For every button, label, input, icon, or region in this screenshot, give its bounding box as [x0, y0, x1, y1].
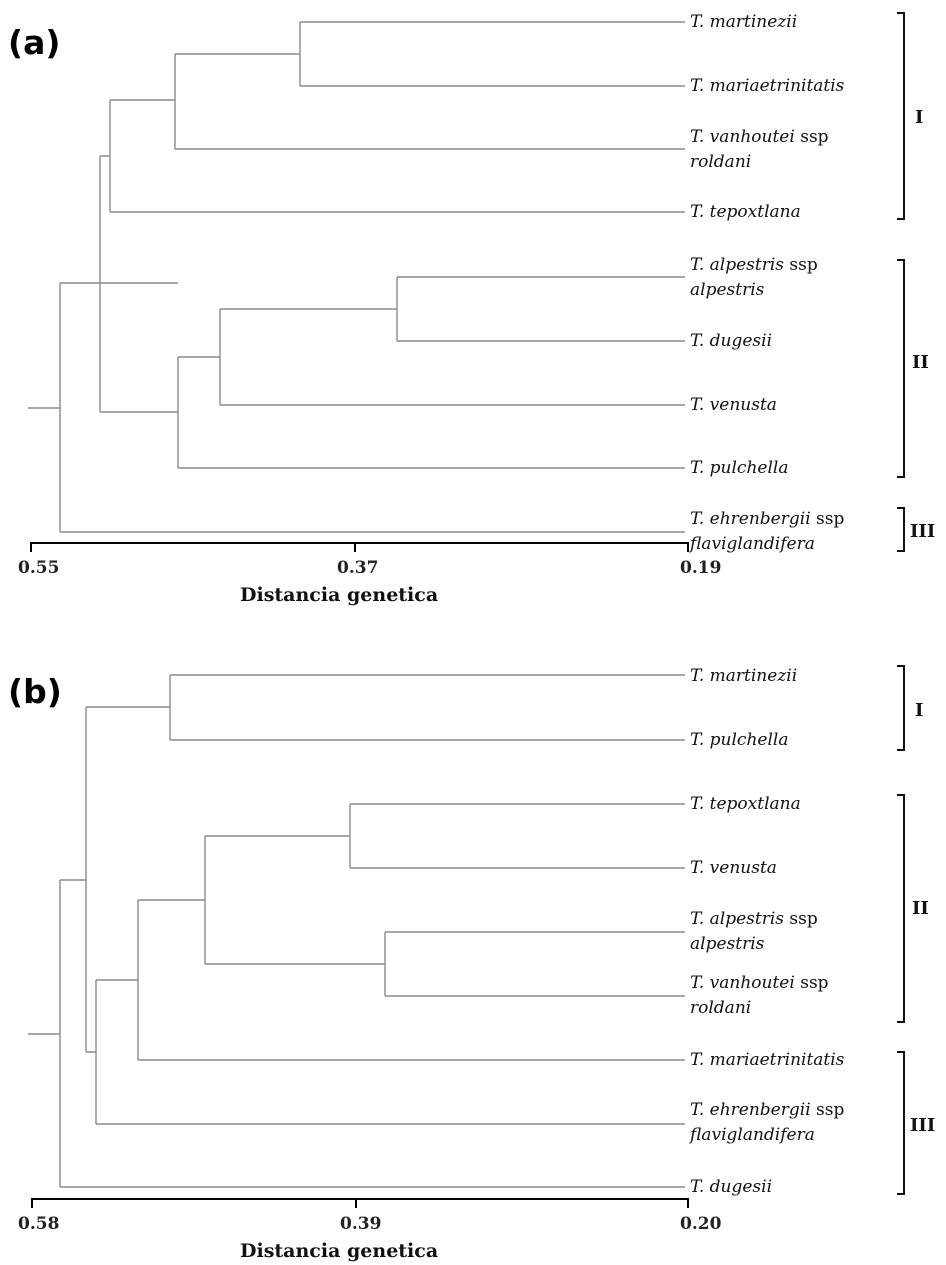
panel-a-tree: [28, 21, 685, 533]
branch: [169, 674, 685, 741]
leaf-label: T. vanhoutei ssp roldani: [690, 127, 829, 172]
branch: [384, 931, 685, 997]
leaf-label: T. venusta: [690, 395, 777, 415]
axis-tick-label: 0.37: [337, 558, 378, 578]
group-bracket: [897, 507, 905, 552]
panel-b-label: (b): [8, 672, 62, 711]
panel-b-axis: 0.58 0.39 0.20 Distancia genetica: [18, 1198, 722, 1262]
leaf-label: T. dugesii: [690, 331, 772, 351]
group-bracket: [897, 794, 905, 1023]
branch: [177, 356, 685, 469]
branch: [396, 276, 685, 342]
group-label: III: [910, 1115, 935, 1136]
group-label: III: [910, 521, 935, 542]
group-bracket: [897, 665, 905, 751]
panel-a: (a) 0.55 0.37 0.19 Distancia genetica T.…: [8, 12, 935, 606]
leaf-label: T. martinezii: [690, 666, 797, 686]
branch: [204, 835, 385, 965]
branch: [137, 899, 685, 1061]
panel-a-leaf-labels: T. martinezii T. mariaetrinitatis T. van…: [688, 12, 845, 554]
leaf-label: T. ehrenbergii ssp flaviglandifera: [688, 1100, 844, 1145]
group-label: I: [915, 700, 923, 721]
leaf-label: T. mariaetrinitatis: [690, 76, 845, 96]
branch: [299, 21, 685, 87]
leaf-label: T. alpestris ssp alpestris: [690, 909, 818, 954]
panel-a-group-brackets: I II III: [897, 12, 935, 552]
leaf-label: T. alpestris ssp alpestris: [690, 255, 818, 300]
leaf-label: T. venusta: [690, 858, 777, 878]
branch: [59, 282, 685, 533]
panel-a-axis: 0.55 0.37 0.19 Distancia genetica: [18, 542, 721, 606]
x-axis-title: Distancia genetica: [240, 584, 438, 606]
branch: [174, 53, 685, 150]
branch: [219, 308, 685, 406]
branch: [85, 706, 170, 1053]
axis-tick-label: 0.58: [18, 1214, 59, 1234]
leaf-label: T. pulchella: [690, 730, 788, 750]
axis-tick-label: 0.20: [680, 1214, 722, 1234]
leaf-label: T. martinezii: [690, 12, 797, 32]
axis-tick-label: 0.19: [680, 558, 721, 578]
group-label: I: [915, 107, 923, 128]
panel-b-tree: [28, 674, 685, 1188]
x-axis-title: Distancia genetica: [240, 1240, 438, 1262]
leaf-label: T. mariaetrinitatis: [690, 1050, 845, 1070]
branch: [349, 803, 685, 869]
branch: [99, 155, 178, 413]
group-bracket: [897, 12, 905, 220]
leaf-label: T. dugesii: [690, 1177, 772, 1197]
group-label: II: [912, 352, 929, 373]
panel-b-leaf-labels: T. martinezii T. pulchella T. tepoxtlana…: [688, 666, 845, 1197]
leaf-label: T. tepoxtlana: [690, 794, 801, 814]
branch: [109, 99, 685, 213]
axis-tick-label: 0.55: [18, 558, 59, 578]
leaf-label: T. tepoxtlana: [690, 202, 801, 222]
leaf-label: T. pulchella: [690, 458, 788, 478]
branch: [95, 979, 685, 1125]
group-label: II: [912, 898, 929, 919]
group-bracket: [897, 259, 905, 478]
panel-b: (b) 0.58 0.39 0.20 Distancia genetica T.…: [8, 665, 935, 1262]
panel-b-group-brackets: I II III: [897, 665, 935, 1195]
leaf-label: T. ehrenbergii ssp flaviglandifera: [688, 509, 844, 554]
leaf-label: T. vanhoutei ssp roldani: [690, 973, 829, 1018]
axis-tick-label: 0.39: [340, 1214, 381, 1234]
branch: [59, 879, 685, 1188]
panel-a-label: (a): [8, 23, 60, 62]
group-bracket: [897, 1051, 905, 1195]
